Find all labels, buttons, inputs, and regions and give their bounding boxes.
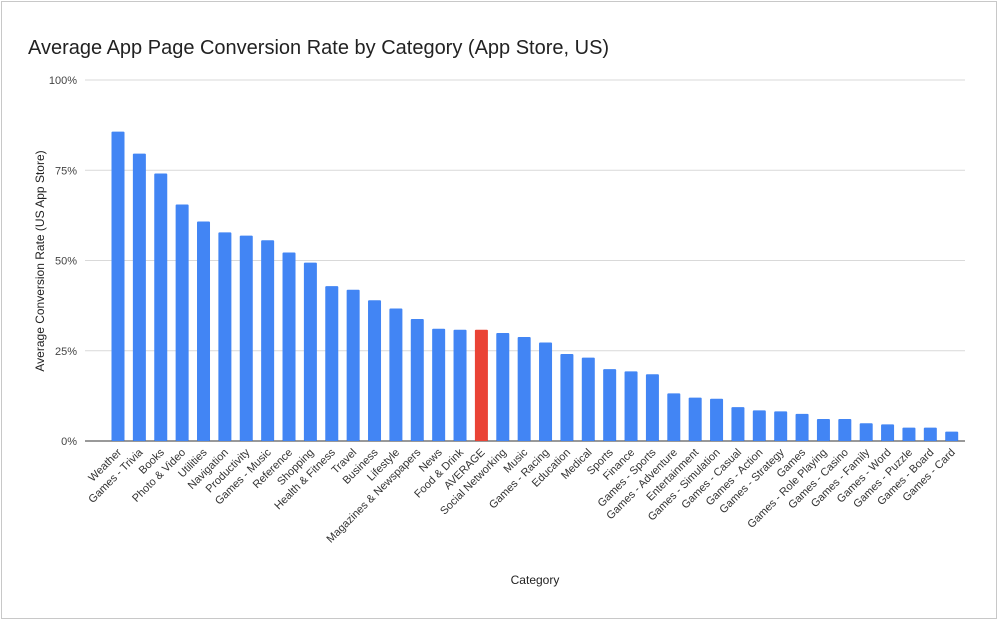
bar: [667, 393, 681, 441]
bar: [581, 357, 595, 441]
bar: [474, 329, 488, 441]
bar: [132, 153, 146, 442]
bars: [111, 131, 959, 442]
bar: [175, 204, 189, 441]
x-axis-label: Category: [511, 573, 560, 587]
bar: [517, 337, 531, 441]
bar: [795, 413, 809, 441]
bar: [368, 300, 382, 441]
bar: [453, 329, 467, 441]
bar: [923, 427, 937, 441]
bar: [282, 252, 296, 441]
bar: [410, 318, 424, 441]
bar: [838, 418, 852, 441]
y-tick-label: 100%: [49, 75, 77, 87]
bar: [218, 232, 232, 441]
bar: [774, 411, 788, 441]
bar: [603, 369, 617, 441]
bar: [710, 398, 724, 441]
bar: [560, 353, 574, 441]
bar: [688, 397, 702, 441]
bar: [303, 262, 317, 441]
bar: [432, 328, 446, 441]
y-tick-label: 25%: [55, 346, 77, 358]
bar: [945, 431, 959, 441]
bar: [111, 131, 125, 442]
bar: [261, 240, 275, 441]
bar: [389, 308, 403, 441]
bar: [881, 424, 895, 441]
bar: [197, 221, 211, 441]
bar: [902, 427, 916, 441]
bar: [624, 371, 638, 441]
y-tick-label: 0%: [61, 436, 77, 448]
bar: [816, 418, 830, 441]
bar: [239, 235, 253, 441]
bar: [496, 333, 510, 441]
chart-title: Average App Page Conversion Rate by Cate…: [28, 37, 609, 59]
bar: [325, 286, 339, 441]
y-axis-label: Average Conversion Rate (US App Store): [33, 150, 47, 371]
y-tick-label: 50%: [55, 256, 77, 268]
bar: [731, 407, 745, 441]
bar: [154, 173, 168, 441]
bar: [539, 342, 553, 441]
bar: [752, 410, 766, 441]
bar: [645, 374, 659, 441]
y-tick-label: 75%: [55, 165, 77, 177]
bar: [346, 289, 360, 441]
bar: [859, 423, 873, 441]
